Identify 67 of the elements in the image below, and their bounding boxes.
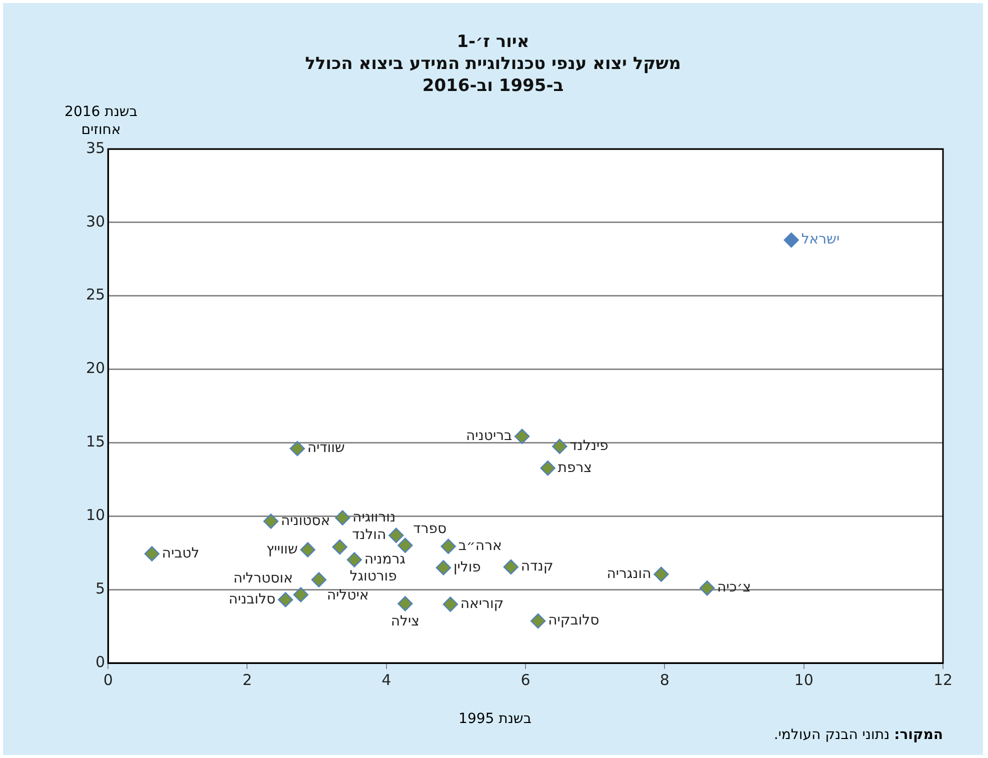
point bbox=[300, 542, 316, 558]
annotation: אוסטרליה bbox=[233, 570, 293, 586]
point bbox=[144, 546, 160, 562]
point bbox=[700, 580, 715, 596]
point bbox=[332, 539, 348, 555]
annotation: פינלנד bbox=[570, 438, 608, 454]
annotation: פורטוגל bbox=[350, 568, 397, 585]
y-axis-title: בשנת 2016 אחוזים bbox=[64, 103, 138, 139]
point bbox=[334, 510, 350, 526]
annotation: קנדה bbox=[520, 558, 554, 575]
annotation: ספרד bbox=[413, 521, 447, 538]
point bbox=[293, 587, 308, 602]
annotation: צילה bbox=[390, 613, 420, 630]
y-tick-label: 30 bbox=[86, 212, 106, 230]
annotation: שוודיה bbox=[307, 440, 345, 456]
x-tick-label: 12 bbox=[933, 670, 953, 689]
point bbox=[442, 596, 458, 612]
x-tick-label: 2 bbox=[242, 670, 252, 689]
annotation: סלובניה bbox=[228, 591, 276, 608]
y-tick-label: 35 bbox=[86, 138, 106, 157]
point bbox=[311, 572, 326, 588]
annotation: אסטוניה bbox=[280, 512, 330, 529]
point bbox=[398, 596, 413, 612]
point bbox=[346, 552, 362, 568]
point bbox=[514, 428, 530, 444]
annotation: שווייץ bbox=[266, 541, 298, 558]
annotation: נורווגיה bbox=[352, 509, 396, 526]
point bbox=[278, 592, 294, 608]
point bbox=[263, 514, 278, 529]
point bbox=[440, 538, 456, 554]
annotation: לטביה bbox=[162, 545, 200, 562]
point bbox=[290, 440, 305, 456]
y-tick-label: 0 bbox=[96, 652, 106, 671]
y-tick-label: 20 bbox=[86, 359, 106, 378]
annotation: צרפת bbox=[558, 460, 592, 476]
y-tick-label: 15 bbox=[86, 432, 106, 451]
annotation: פולין bbox=[453, 559, 481, 576]
y-tick-label: 25 bbox=[86, 286, 106, 304]
annotation: הולנד bbox=[352, 527, 386, 544]
chart-subtitle: משקל יצוא ענפי טכנולוגיית המידע ביצוא הכולל ב-1995 וב-2016 bbox=[304, 53, 682, 97]
annotation: סלובקיה bbox=[548, 612, 600, 629]
point bbox=[530, 613, 546, 629]
annotation: גרמניה bbox=[364, 551, 406, 568]
point bbox=[784, 232, 799, 248]
point bbox=[388, 528, 404, 543]
point bbox=[540, 460, 556, 476]
x-tick-label: 10 bbox=[794, 670, 814, 689]
x-axis-title: בשנת 1995 bbox=[458, 711, 532, 727]
annotation: בריטניה bbox=[466, 428, 512, 444]
point bbox=[398, 538, 413, 553]
point bbox=[436, 560, 452, 576]
y-tick-label: 10 bbox=[86, 506, 106, 524]
x-tick-label: 8 bbox=[660, 670, 670, 689]
annotation: ארה״ב bbox=[458, 538, 502, 554]
annotation: הונגריה bbox=[606, 566, 652, 582]
point bbox=[503, 559, 519, 575]
point bbox=[654, 566, 669, 582]
text: המקור: נתוני הבנק העולמי. bbox=[774, 727, 943, 743]
series-label: ישראל bbox=[801, 232, 840, 248]
x-tick-label: 4 bbox=[382, 670, 392, 689]
annotation: קוריאה bbox=[460, 596, 504, 612]
y-tick-label: 5 bbox=[96, 579, 106, 598]
x-tick-label: 6 bbox=[520, 670, 530, 689]
annotation: צ׳כיה bbox=[717, 580, 751, 596]
chart-title: איור ז׳-1 bbox=[456, 31, 530, 53]
annotation: איטליה bbox=[326, 587, 369, 604]
point bbox=[552, 438, 568, 454]
